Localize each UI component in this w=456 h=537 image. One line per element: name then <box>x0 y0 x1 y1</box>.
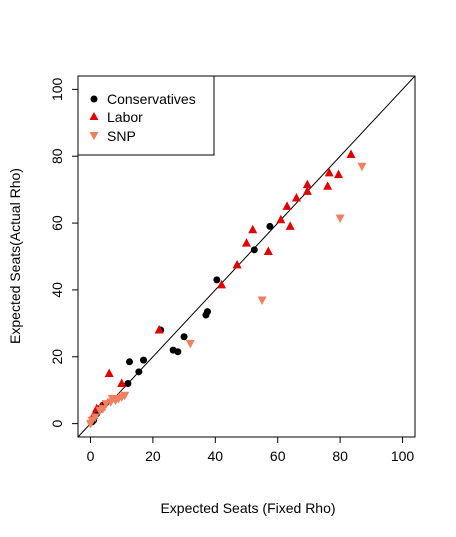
reference-line-y-equals-x <box>77 75 416 438</box>
snp-point <box>98 405 108 414</box>
legend-marker-labor <box>89 112 99 120</box>
x-tick-label: 60 <box>270 448 286 464</box>
labor-point <box>217 279 227 289</box>
conservatives-point <box>124 380 132 388</box>
legend-label-conservatives: Conservatives <box>107 91 196 107</box>
x-tick-label: 100 <box>391 448 415 464</box>
labor-point <box>324 167 334 177</box>
conservatives-point <box>174 348 182 356</box>
legend-marker-conservatives <box>90 95 98 103</box>
legend: Conservatives Labor SNP <box>77 75 215 156</box>
x-axis-title: Expected Seats (Fixed Rho) <box>160 500 335 516</box>
snp-point <box>257 296 267 305</box>
labor-point <box>323 181 333 190</box>
snp-point <box>120 391 130 401</box>
labor-point <box>302 186 312 195</box>
y-axis: 0 20 40 60 80 100 <box>49 77 78 428</box>
conservatives-point <box>213 276 221 284</box>
plot-area <box>77 75 416 438</box>
snp-point <box>335 214 345 224</box>
conservatives-point <box>266 222 274 230</box>
conservatives-point <box>125 358 133 366</box>
snp-point <box>357 162 367 172</box>
legend-marker-snp <box>89 132 99 140</box>
conservatives-point <box>250 246 258 254</box>
legend-label-snp: SNP <box>107 128 136 144</box>
labor-point <box>104 368 114 377</box>
conservatives-point <box>203 308 211 316</box>
y-tick-label: 80 <box>49 148 65 164</box>
y-tick-label: 100 <box>49 77 65 101</box>
snp-point <box>185 339 195 349</box>
x-tick-label: 80 <box>332 448 348 464</box>
conservatives-point <box>180 333 188 341</box>
y-axis-title: Expected Seats(Actual Rho) <box>7 168 23 344</box>
x-axis: 0 20 40 60 80 100 <box>87 437 415 464</box>
labor-point <box>276 214 286 224</box>
labor-point <box>242 238 251 247</box>
y-tick-label: 0 <box>49 420 65 428</box>
y-tick-label: 40 <box>49 282 65 298</box>
x-tick-label: 20 <box>145 448 161 464</box>
labor-point <box>346 149 356 159</box>
legend-box <box>77 75 215 156</box>
x-tick-label: 40 <box>208 448 224 464</box>
labor-point <box>282 201 292 210</box>
x-tick-label: 0 <box>87 448 95 464</box>
legend-label-labor: Labor <box>107 109 143 125</box>
labor-point <box>248 224 258 234</box>
y-tick-label: 20 <box>49 349 65 365</box>
snp-point <box>90 413 100 422</box>
labor-point <box>291 193 301 202</box>
labor-point <box>154 325 164 334</box>
conservatives-point <box>135 368 143 376</box>
labor-point <box>285 221 295 230</box>
y-tick-label: 60 <box>49 215 65 231</box>
conservatives-point <box>140 356 148 364</box>
data-points <box>85 149 367 429</box>
labor-point <box>334 169 344 179</box>
labor-point <box>117 378 127 388</box>
labor-point <box>232 259 242 269</box>
labor-point <box>302 179 312 189</box>
labor-point <box>263 246 273 255</box>
